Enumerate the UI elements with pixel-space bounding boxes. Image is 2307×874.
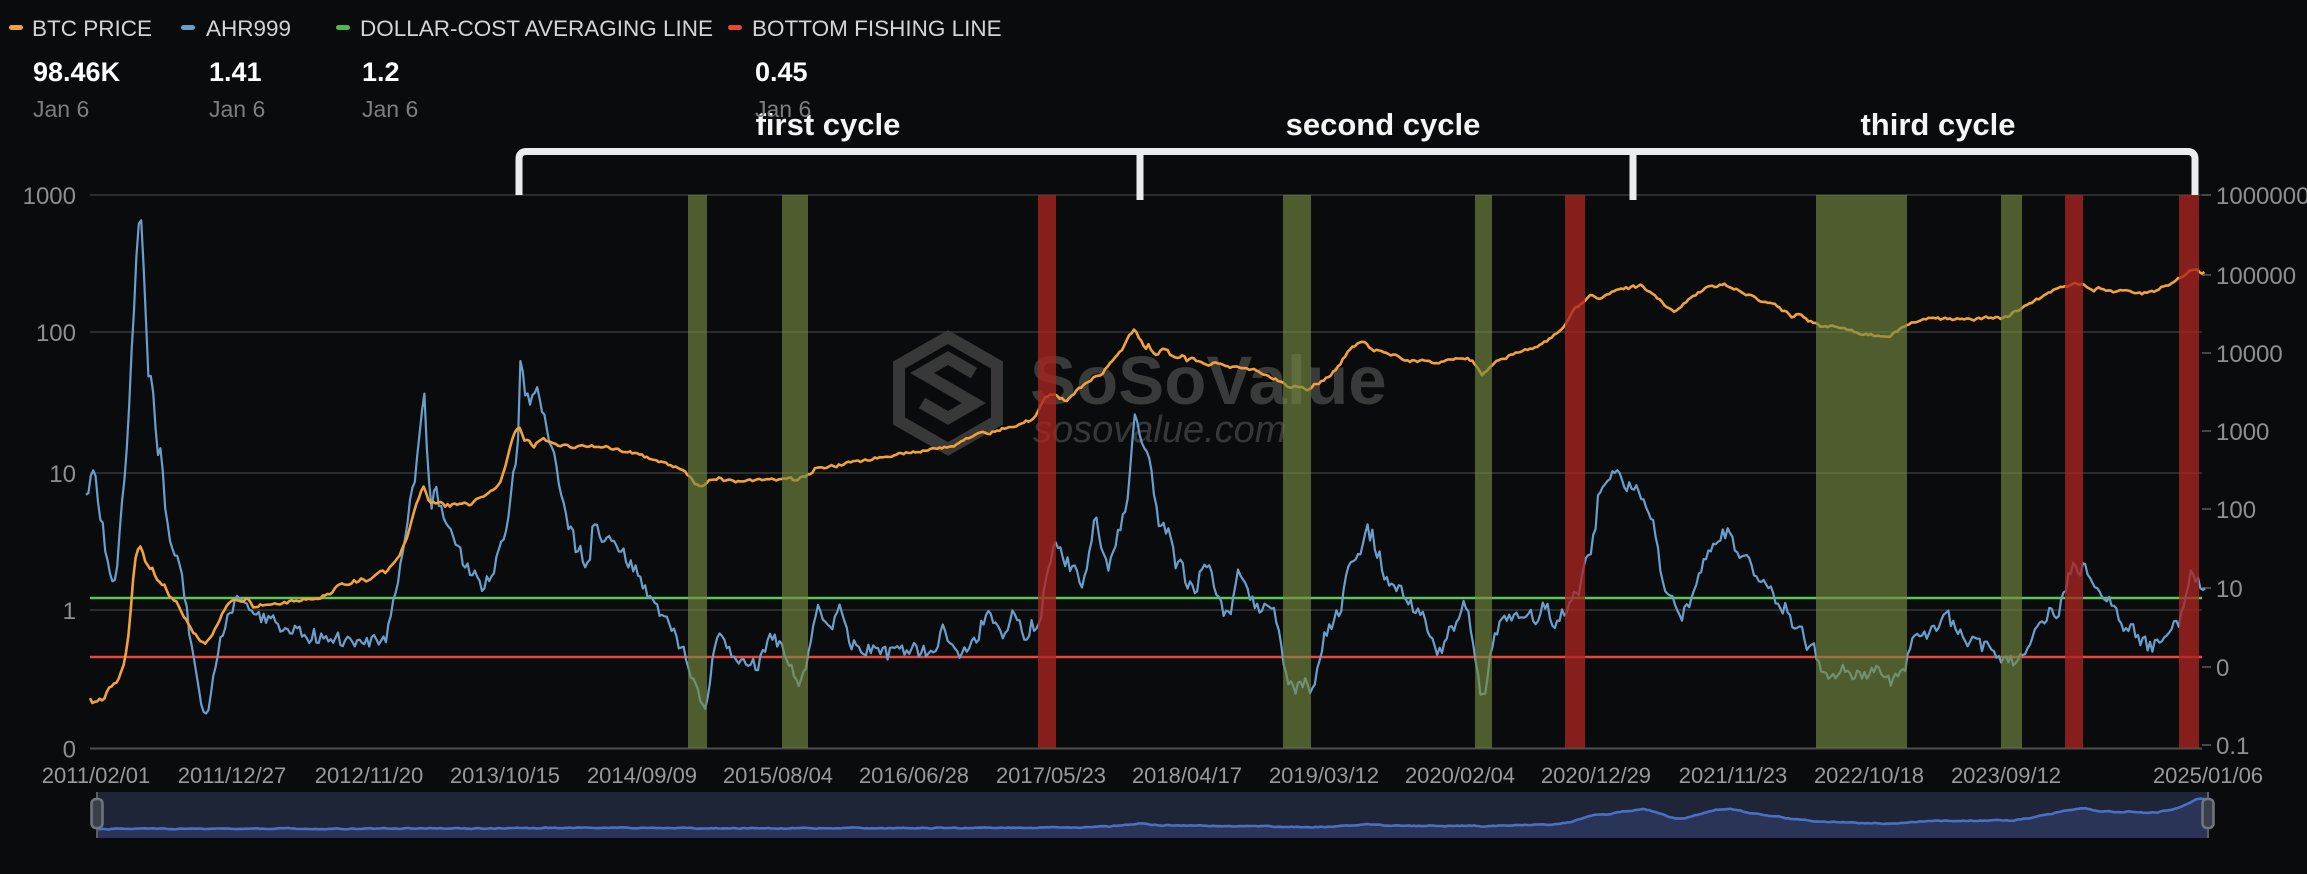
svg-text:Jan 6: Jan 6 — [362, 96, 418, 122]
svg-text:1: 1 — [63, 598, 76, 625]
svg-text:SoSoValue: SoSoValue — [1030, 342, 1387, 419]
svg-text:10: 10 — [2216, 576, 2243, 603]
svg-text:2018/04/17: 2018/04/17 — [1132, 763, 1242, 788]
svg-text:98.46K: 98.46K — [33, 57, 121, 87]
svg-text:1000000: 1000000 — [2216, 183, 2307, 210]
svg-text:100: 100 — [2216, 497, 2256, 524]
svg-text:2017/05/23: 2017/05/23 — [996, 763, 1106, 788]
svg-text:1000: 1000 — [23, 183, 76, 210]
svg-text:2014/09/09: 2014/09/09 — [587, 763, 697, 788]
svg-text:second cycle: second cycle — [1286, 107, 1481, 142]
svg-text:100: 100 — [36, 320, 76, 347]
svg-text:2021/11/23: 2021/11/23 — [1679, 763, 1787, 788]
svg-text:first cycle: first cycle — [756, 107, 901, 142]
svg-text:2011/12/27: 2011/12/27 — [178, 763, 286, 788]
svg-text:2022/10/18: 2022/10/18 — [1814, 763, 1924, 788]
svg-text:BOTTOM FISHING LINE: BOTTOM FISHING LINE — [752, 16, 1002, 41]
svg-text:Jan 6: Jan 6 — [755, 96, 811, 122]
svg-text:Jan 6: Jan 6 — [33, 96, 89, 122]
svg-text:2020/02/04: 2020/02/04 — [1405, 763, 1515, 788]
svg-text:2012/11/20: 2012/11/20 — [315, 763, 423, 788]
svg-text:third cycle: third cycle — [1860, 107, 2015, 142]
svg-text:0: 0 — [2216, 655, 2229, 682]
svg-text:AHR999: AHR999 — [206, 16, 291, 41]
svg-text:2020/12/29: 2020/12/29 — [1541, 763, 1651, 788]
svg-text:2016/06/28: 2016/06/28 — [859, 763, 969, 788]
svg-text:0.45: 0.45 — [755, 57, 808, 87]
svg-text:2011/02/01: 2011/02/01 — [42, 763, 150, 788]
svg-text:1.2: 1.2 — [362, 57, 400, 87]
svg-text:10000: 10000 — [2216, 341, 2283, 368]
svg-text:sosovalue.com: sosovalue.com — [1033, 409, 1286, 451]
svg-text:0.1: 0.1 — [2216, 733, 2249, 760]
svg-text:2019/03/12: 2019/03/12 — [1269, 763, 1379, 788]
svg-text:2025/01/06: 2025/01/06 — [2153, 763, 2263, 788]
svg-text:BTC PRICE: BTC PRICE — [32, 16, 152, 41]
svg-text:1000: 1000 — [2216, 419, 2269, 446]
svg-text:Jan 6: Jan 6 — [209, 96, 265, 122]
svg-text:2015/08/04: 2015/08/04 — [723, 763, 833, 788]
svg-text:100000: 100000 — [2216, 263, 2296, 290]
svg-text:10: 10 — [49, 461, 76, 488]
svg-text:1.41: 1.41 — [209, 57, 262, 87]
svg-text:DOLLAR-COST AVERAGING LINE: DOLLAR-COST AVERAGING LINE — [360, 16, 713, 41]
svg-text:2023/09/12: 2023/09/12 — [1951, 763, 2061, 788]
svg-text:0: 0 — [63, 737, 76, 764]
svg-text:2013/10/15: 2013/10/15 — [450, 763, 560, 788]
